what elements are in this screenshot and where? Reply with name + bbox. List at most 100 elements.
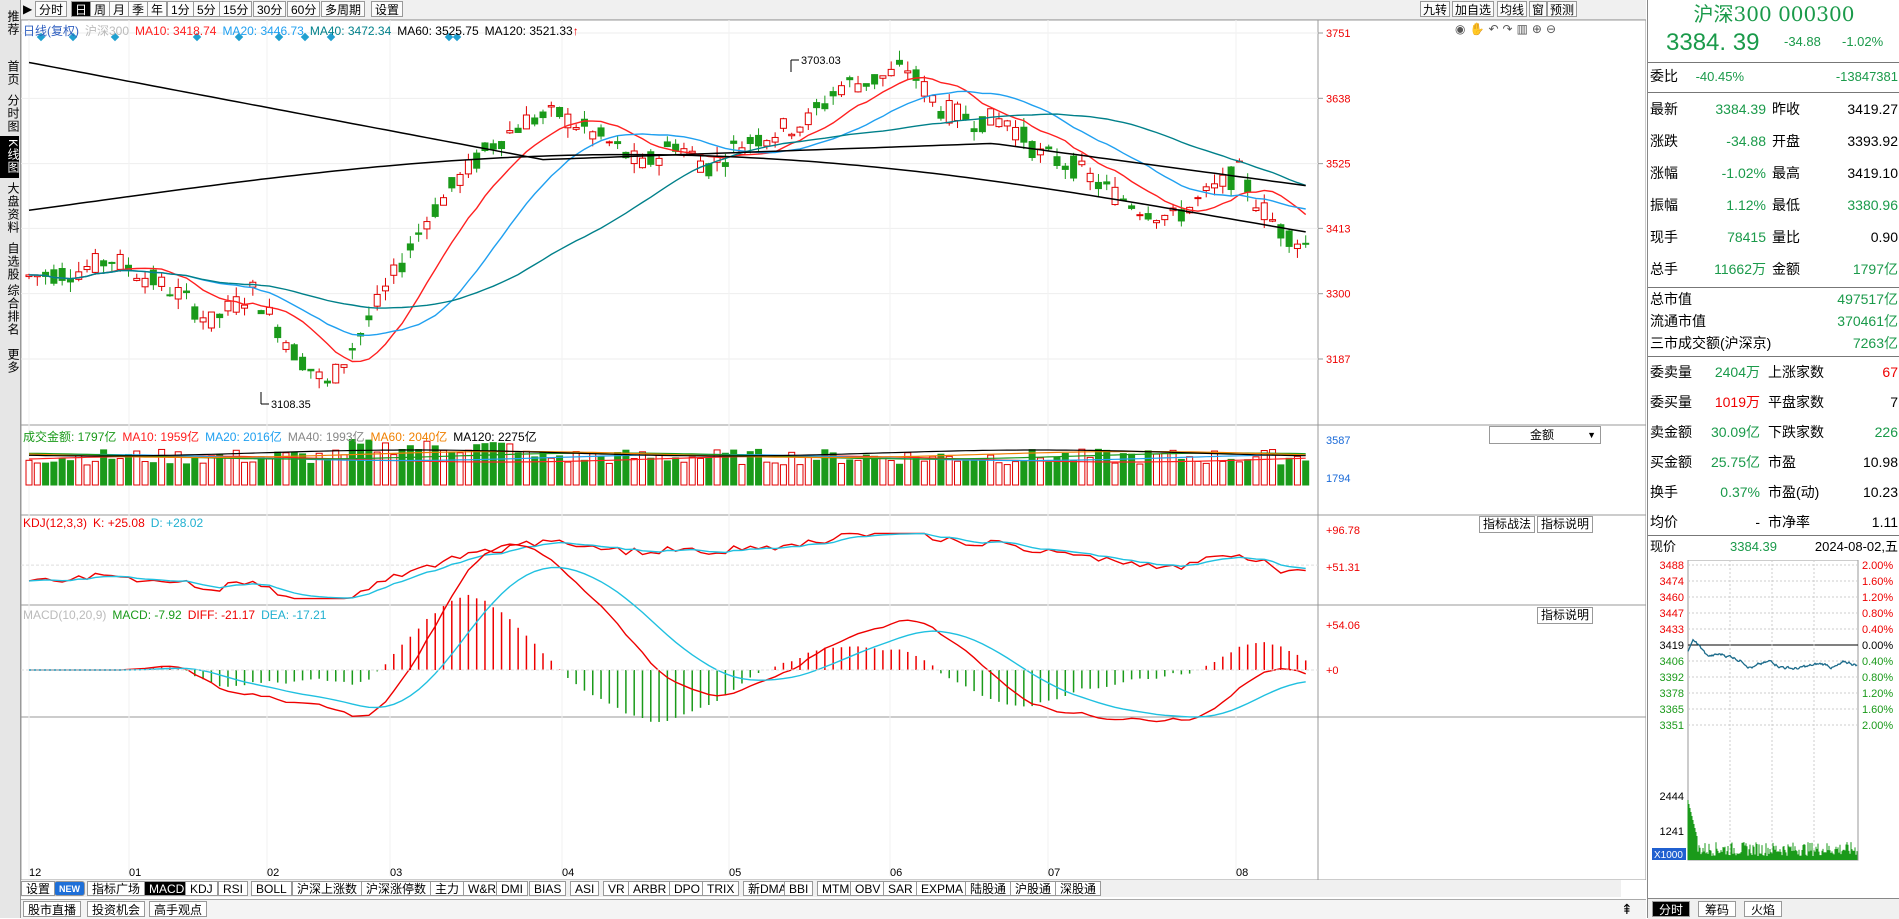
indicator-tab[interactable]: BIAS bbox=[529, 881, 567, 896]
event-marker[interactable] bbox=[326, 32, 336, 42]
bottom-expert-button[interactable]: 高手观点 bbox=[149, 901, 208, 917]
event-marker[interactable] bbox=[36, 32, 46, 42]
event-marker[interactable] bbox=[444, 32, 454, 42]
event-marker[interactable] bbox=[300, 32, 310, 42]
kdj-legend-d: D: +28.02 bbox=[150, 516, 204, 530]
left-tab-timeshare[interactable]: 分时图 bbox=[6, 93, 20, 133]
left-tab-ranking[interactable]: 综合排名 bbox=[6, 284, 20, 336]
eye-icon[interactable]: ◉ bbox=[1455, 22, 1470, 36]
indicator-tab[interactable]: MTM bbox=[817, 881, 855, 896]
indicator-tab[interactable]: BBI bbox=[784, 881, 814, 896]
quote-label: 平盘家数 bbox=[1768, 394, 1824, 410]
event-marker[interactable] bbox=[452, 32, 462, 42]
period-15min[interactable]: 15分 bbox=[219, 1, 253, 17]
volume-bar bbox=[920, 460, 928, 486]
forecast-button[interactable]: 预测 bbox=[1547, 1, 1578, 17]
indicator-tab[interactable]: 沪深涨停数 bbox=[361, 881, 432, 896]
indicator-tab[interactable]: KDJ bbox=[185, 881, 218, 896]
bottom-live-button[interactable]: 股市直播 bbox=[23, 901, 82, 917]
left-tab-more[interactable]: 更多 bbox=[6, 348, 20, 374]
indicator-tab[interactable]: TRIX bbox=[702, 881, 740, 896]
zoom-in-icon[interactable]: ⊕ bbox=[1531, 22, 1546, 36]
indicator-tab[interactable]: W&R bbox=[463, 881, 501, 896]
indicator-strategy-button[interactable]: 指标战法 bbox=[1479, 516, 1536, 533]
volume-selector[interactable]: 金额 ▼ bbox=[1489, 426, 1601, 444]
tab-chips[interactable]: 筹码 bbox=[1698, 901, 1737, 917]
indicator-tab[interactable]: RSI bbox=[218, 881, 249, 896]
indicator-tab[interactable]: 设置 bbox=[21, 881, 56, 896]
candle-body bbox=[912, 69, 920, 81]
period-year[interactable]: 年 bbox=[147, 1, 168, 17]
volume-bar bbox=[556, 455, 564, 486]
indicator-tab[interactable]: 指标广场 bbox=[87, 881, 146, 896]
tab-timeshare[interactable]: 分时 bbox=[1652, 901, 1691, 917]
ma-line-button[interactable]: 均线 bbox=[1497, 1, 1528, 17]
period-60min[interactable]: 60分 bbox=[287, 1, 321, 17]
volume-bar bbox=[630, 458, 638, 486]
window-button[interactable]: 窗 bbox=[1529, 1, 1548, 17]
scroll-top-icon[interactable]: ⇞ bbox=[1621, 901, 1633, 917]
macd-help-button[interactable]: 指标说明 bbox=[1537, 607, 1594, 624]
settings-button[interactable]: 设置 bbox=[371, 1, 404, 17]
tab-flame[interactable]: 火焰 bbox=[1744, 901, 1783, 917]
macd-axis-label: +0 bbox=[1326, 665, 1339, 677]
mini-price-label: 3378 bbox=[1660, 688, 1684, 700]
bottom-opportunity-button[interactable]: 投资机会 bbox=[87, 901, 146, 917]
indicator-tab[interactable]: ASI bbox=[570, 881, 600, 896]
undo-icon[interactable]: ↶ bbox=[1488, 22, 1503, 36]
indicator-tab[interactable]: SAR bbox=[883, 881, 918, 896]
hand-icon[interactable]: ✋ bbox=[1469, 22, 1489, 36]
indicator-tab[interactable]: 主力 bbox=[430, 881, 465, 896]
nine-turn-button[interactable]: 九转 bbox=[1420, 1, 1451, 17]
event-marker[interactable] bbox=[274, 32, 284, 42]
indicator-tab[interactable]: 深股通 bbox=[1055, 881, 1102, 896]
volume-bar bbox=[837, 462, 845, 486]
price-axis-label: 3751 bbox=[1326, 28, 1350, 40]
add-watchlist-button[interactable]: 加自选 bbox=[1452, 1, 1495, 17]
indicator-tab[interactable]: 沪股通 bbox=[1010, 881, 1057, 896]
left-tab-home[interactable]: 首页 bbox=[6, 60, 20, 86]
period-5min[interactable]: 5分 bbox=[193, 1, 220, 17]
indicator-tab[interactable]: ARBR bbox=[628, 881, 672, 896]
period-multi[interactable]: 多周期 bbox=[321, 1, 366, 17]
kline-svg[interactable]: 3751 3638 3525 3413 3300 3187 12 01 02 03 04 05 06 07… bbox=[21, 20, 1646, 880]
volume-bar bbox=[1277, 464, 1285, 486]
candle-body bbox=[232, 296, 240, 313]
legend-ma10: MA10: 3418.74 bbox=[135, 24, 217, 38]
indicator-tab[interactable]: MACD bbox=[144, 881, 190, 896]
left-tab-watchlist[interactable]: 自选股 bbox=[6, 241, 20, 281]
indicator-tab[interactable]: DPO bbox=[669, 881, 706, 896]
vol-legend-ma40: MA40: 1993亿 bbox=[287, 430, 365, 444]
indicator-tab[interactable]: 新DMA bbox=[743, 881, 792, 896]
volume-bar bbox=[1244, 459, 1252, 486]
quote-label: 现手 bbox=[1650, 229, 1678, 245]
play-arrow-icon[interactable]: ▶ bbox=[23, 2, 33, 16]
left-tab-recommend[interactable]: 推荐 bbox=[6, 10, 20, 36]
period-week[interactable]: 周 bbox=[90, 1, 111, 17]
indicator-tab[interactable]: OBV bbox=[850, 881, 886, 896]
period-day[interactable]: 日 bbox=[71, 1, 92, 17]
period-30min[interactable]: 30分 bbox=[253, 1, 287, 17]
indicator-tab[interactable]: DMI bbox=[496, 881, 528, 896]
kdj-legend-name: KDJ(12,3,3) bbox=[23, 516, 88, 530]
zoom-out-icon[interactable]: ⊖ bbox=[1545, 22, 1561, 36]
period-month[interactable]: 月 bbox=[109, 1, 130, 17]
indicator-tab[interactable]: EXPMA bbox=[916, 881, 969, 896]
indicator-tab[interactable]: 沪深上涨数 bbox=[292, 881, 363, 896]
period-timeshare[interactable]: 分时 bbox=[35, 1, 68, 17]
volume-bar bbox=[1227, 458, 1235, 486]
period-quarter[interactable]: 季 bbox=[128, 1, 149, 17]
delete-icon[interactable]: ▥ bbox=[1516, 22, 1532, 36]
indicator-tab[interactable]: 陆股通 bbox=[965, 881, 1012, 896]
indicator-tab[interactable]: NEW bbox=[54, 881, 85, 896]
kline-chart-area[interactable]: 3751 3638 3525 3413 3300 3187 12 01 02 03 04 05 06 07… bbox=[21, 20, 1646, 888]
left-tab-market-data[interactable]: 大盘资料 bbox=[6, 182, 20, 234]
indicator-tab[interactable]: VR bbox=[603, 881, 630, 896]
volume-bar bbox=[937, 453, 945, 486]
intraday-mini-chart[interactable]: 3488 2.00% 3474 1.60% 3460 1.20% 3447 0.80% 3433… bbox=[1648, 560, 1899, 916]
left-tab-kline[interactable]: K线图 bbox=[0, 136, 20, 178]
indicator-tab[interactable]: BOLL bbox=[251, 881, 292, 896]
redo-icon[interactable]: ↷ bbox=[1502, 22, 1517, 36]
kdj-help-button[interactable]: 指标说明 bbox=[1537, 516, 1594, 533]
period-1min[interactable]: 1分 bbox=[167, 1, 194, 17]
